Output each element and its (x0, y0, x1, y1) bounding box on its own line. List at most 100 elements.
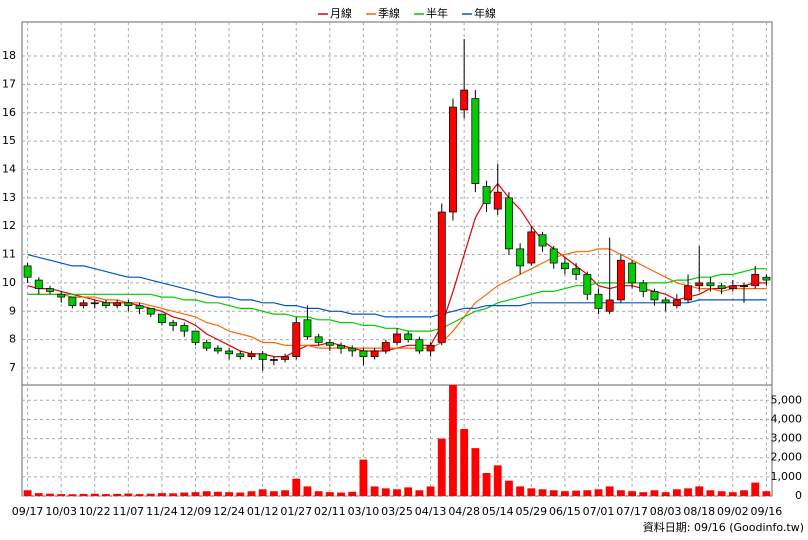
candle-body (359, 350, 368, 357)
candle-body (314, 336, 323, 343)
candle-body (157, 313, 166, 323)
candle-body (337, 344, 345, 349)
candle-body (102, 302, 110, 306)
volume-bar (46, 493, 54, 496)
volume-bar (740, 490, 748, 496)
legend-label: 年線 (474, 6, 496, 20)
candle-body (79, 302, 88, 306)
candle-body (717, 285, 726, 289)
volume-bar (158, 493, 166, 496)
volume-bar (728, 492, 737, 496)
volume-bar (460, 429, 469, 496)
candle-body (202, 342, 211, 349)
moving-average-line (27, 248, 767, 349)
volume-bar (650, 490, 659, 496)
y-tick-label: 15 (2, 134, 16, 147)
volume-bar (90, 493, 99, 496)
volume-bar (594, 489, 603, 496)
x-tick-label: 08/18 (683, 505, 715, 518)
volume-bar (706, 490, 715, 496)
volume-bar (516, 486, 525, 496)
volume-bar (68, 494, 77, 496)
candle-body (538, 234, 547, 247)
candle-body (281, 356, 289, 360)
volume-bar (337, 492, 345, 496)
y-tick-label: 9 (9, 304, 16, 317)
candle-body (292, 322, 301, 357)
candle-body (213, 347, 222, 352)
x-tick-label: 12/09 (180, 505, 212, 518)
volume-bar (684, 488, 692, 496)
candle-body (594, 293, 603, 309)
candle-body (90, 302, 99, 305)
x-tick-label: 03/25 (381, 505, 413, 518)
volume-bar (493, 465, 502, 496)
volume-bar (202, 491, 211, 496)
legend-label: 季線 (378, 6, 400, 20)
volume-bar (415, 490, 424, 496)
candle-body (549, 248, 558, 264)
volume-bar (236, 492, 245, 496)
y-tick-label: 10 (2, 276, 16, 289)
volume-tick-label: 0 (795, 489, 802, 502)
volume-bar (449, 385, 457, 496)
volume-bar (583, 490, 592, 496)
volume-bar (124, 493, 133, 496)
candle-body (381, 342, 390, 352)
volume-bar (661, 492, 670, 496)
candle-body (661, 299, 670, 304)
candle-body (482, 186, 491, 204)
candle-body (728, 285, 737, 289)
volume-tick-label: 2,000 (771, 451, 803, 464)
x-tick-label: 04/28 (448, 505, 480, 518)
volume-bar (23, 490, 32, 496)
volume-bar (225, 492, 234, 496)
candle-body (23, 265, 32, 278)
candle-body (740, 285, 748, 288)
candle-body (236, 353, 245, 357)
candle-body (169, 322, 178, 326)
volume-bar (169, 493, 178, 496)
candle-body (695, 282, 704, 287)
candle-body (560, 262, 569, 270)
volume-bar (639, 492, 648, 496)
volume-bar (538, 489, 547, 496)
y-tick-label: 8 (9, 333, 16, 346)
volume-bar (381, 488, 390, 496)
candle-body (516, 248, 525, 267)
candle-body (706, 282, 715, 287)
volume-bar (113, 493, 122, 496)
candle-body (57, 293, 66, 298)
legend-label: 月線 (330, 6, 352, 20)
candle-body (426, 344, 435, 352)
volume-bar (426, 486, 435, 496)
candle-body (751, 274, 760, 287)
candle-body (348, 347, 357, 352)
candle-body (493, 191, 502, 210)
volume-bar (191, 492, 200, 496)
candle-body (225, 350, 234, 355)
x-tick-label: 06/15 (549, 505, 581, 518)
volume-bar (549, 490, 558, 496)
x-tick-label: 05/14 (482, 505, 514, 518)
volume-bar (292, 478, 301, 496)
volume-bar (471, 448, 480, 496)
x-tick-label: 07/17 (616, 505, 648, 518)
candle-body (583, 274, 592, 295)
moving-average-line (27, 253, 767, 318)
volume-tick-label: 3,000 (771, 432, 803, 445)
source-note: 資料日期: 09/16 (Goodinfo.tw) (643, 520, 804, 534)
volume-bar (180, 492, 189, 496)
volume-bar (717, 491, 726, 496)
x-tick-label: 01/27 (280, 505, 312, 518)
y-tick-label: 11 (2, 248, 16, 261)
y-tick-label: 7 (9, 361, 16, 374)
volume-bar (628, 491, 636, 496)
volume-bar (527, 488, 536, 496)
candle-body (605, 299, 614, 312)
volume-bar (762, 491, 771, 496)
volume-bar (616, 490, 625, 496)
volume-bar (281, 490, 289, 496)
candle-body (572, 268, 581, 275)
